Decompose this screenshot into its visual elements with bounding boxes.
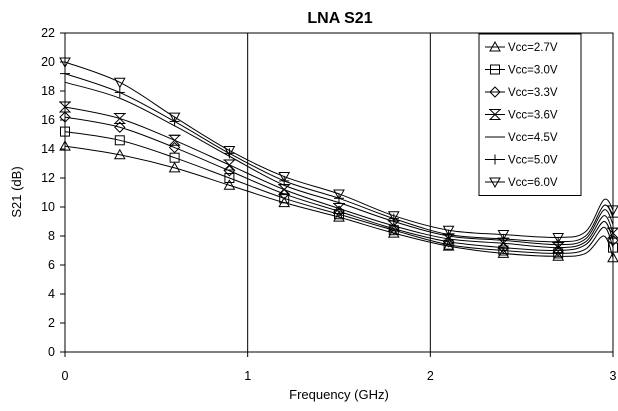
series-point: [113, 148, 126, 160]
legend-label: Vcc=2.7V: [508, 42, 558, 54]
series-point: [278, 196, 291, 208]
plot-frame: [64, 32, 614, 353]
legend-label: Vcc=5.0V: [508, 155, 558, 167]
series-point: [333, 189, 345, 200]
x-axis-label: Frequency (GHz): [289, 387, 389, 402]
y-tick-label: 8: [48, 229, 55, 243]
series-point: [168, 112, 181, 124]
legend-marker: [489, 40, 501, 52]
series-point: [113, 77, 126, 89]
y-tick-label: 4: [48, 287, 55, 301]
legend-item: Vcc=3.0V: [485, 64, 558, 77]
series-line: [64, 116, 614, 252]
legend-item: Vcc=3.6V: [485, 109, 558, 122]
series-point: [334, 209, 344, 220]
legend-item: Vcc=5.0V: [485, 154, 558, 167]
y-tick-label: 18: [41, 84, 55, 98]
series-point: [387, 211, 400, 222]
y-tick-label: 10: [41, 200, 55, 214]
chart-title: LNA S21: [307, 10, 372, 27]
legend-label: Vcc=4.5V: [508, 132, 558, 144]
y-axis-label: S21 (dB): [9, 166, 24, 217]
x-tick-label: 2: [427, 369, 434, 383]
legend-item: Vcc=3.3V: [485, 86, 558, 99]
series-point: [552, 244, 564, 257]
y-tick-label: 14: [41, 142, 55, 156]
series-point: [387, 227, 400, 238]
legend-item: Vcc=4.5V: [485, 132, 558, 144]
y-tick-label: 12: [41, 171, 55, 185]
y-tick-label: 16: [41, 113, 55, 127]
series-point: [114, 135, 125, 146]
series-point: [224, 173, 235, 183]
legend-label: Vcc=3.0V: [508, 65, 558, 77]
series-point: [443, 239, 454, 250]
x-tick-label: 0: [62, 369, 69, 383]
x-axis-ticks: 0 1 2 3: [62, 352, 617, 383]
series-point: [442, 225, 455, 237]
series-point: [442, 240, 455, 251]
series-vcc-3-6v: [58, 101, 618, 254]
legend-item: Vcc=6.0V: [485, 177, 558, 189]
y-tick-label: 0: [48, 345, 55, 359]
legend-label: Vcc=6.0V: [508, 177, 558, 189]
series-point: [168, 161, 181, 173]
legend-marker: [489, 177, 501, 189]
series-point: [223, 165, 236, 177]
series-layer: [58, 57, 618, 263]
legend-marker: [489, 86, 501, 98]
legend: Vcc=2.7V Vcc=3.0V Vcc=3.3V Vcc=3.6V Vcc=4.5V…: [478, 33, 582, 196]
y-tick-label: 22: [41, 26, 55, 40]
series-line: [64, 61, 614, 239]
y-axis-ticks: 0 2 4 6 8 10 12 14 16 18 20 22: [41, 26, 65, 359]
series-point: [552, 250, 565, 261]
legend-label: Vcc=3.3V: [508, 87, 558, 99]
series-point: [168, 141, 181, 154]
series-point: [497, 247, 510, 258]
series-point: [333, 211, 345, 222]
y-tick-label: 20: [41, 55, 55, 69]
y-tick-label: 2: [48, 316, 55, 330]
y-tick-label: 6: [48, 258, 55, 272]
gridlines: [247, 33, 431, 352]
series-point: [497, 230, 510, 241]
legend-marker: [490, 64, 500, 75]
series-point: [114, 121, 126, 133]
series-point: [223, 145, 236, 157]
x-tick-label: 3: [610, 369, 617, 383]
series-point: [223, 179, 236, 190]
series-point: [442, 236, 455, 248]
series-point: [278, 172, 291, 183]
x-tick-label: 1: [244, 369, 251, 383]
series-point: [553, 248, 564, 259]
series-point: [552, 232, 565, 244]
legend-item: Vcc=2.7V: [485, 40, 558, 54]
series-point: [498, 245, 509, 256]
legend-label: Vcc=3.6V: [508, 110, 558, 122]
series-line: [64, 131, 614, 254]
series-vcc-3-0v: [60, 126, 618, 259]
